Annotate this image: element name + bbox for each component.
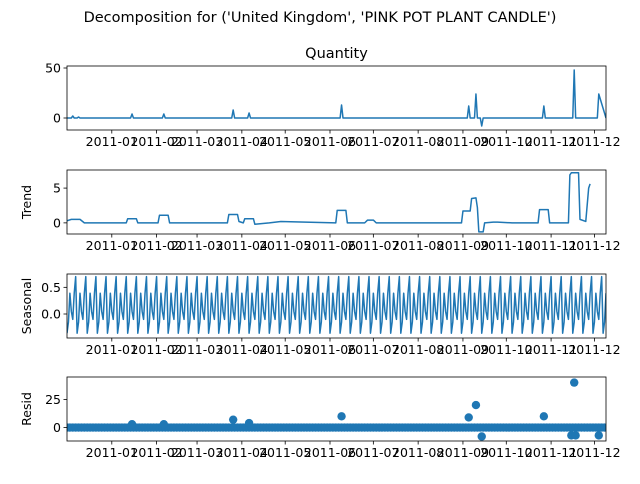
seasonal-ytick-label: 0.5 [41,280,61,295]
resid-point [477,432,486,441]
resid-axes-frame [66,376,607,442]
observed-xtick-label: 2011-02 [130,134,182,149]
seasonal-xtick-label: 2011-12 [568,342,620,357]
panel-seasonal: 0.00.52011-012011-022011-032011-042011-0… [19,273,621,357]
resid-point [464,413,473,422]
observed-xtick-label: 2011-01 [86,134,138,149]
seasonal-xtick-label: 2011-01 [86,342,138,357]
resid-point [127,419,137,429]
resid-point [159,419,169,429]
panel-observed: 0502011-012011-022011-032011-042011-0520… [45,46,620,149]
trend-xtick-label: 2011-05 [259,238,311,253]
trend-xtick-label: 2011-07 [347,238,399,253]
resid-xtick-label: 2011-12 [568,445,620,460]
resid-point [228,415,238,424]
observed-xtick-label: 2011-04 [216,134,268,149]
trend-xtick-label: 2011-01 [86,238,138,253]
seasonal-axes-frame [66,273,607,339]
trend-xtick-label: 2011-12 [568,238,620,253]
seasonal-xtick-label: 2011-02 [130,342,182,357]
observed-series-line [67,69,606,127]
trend-xtick-label: 2011-09 [437,238,489,253]
observed-xtick-label: 2011-12 [568,134,620,149]
trend-xtick-label: 2011-02 [130,238,182,253]
trend-xtick-label: 2011-10 [480,238,532,253]
trend-xtick-label: 2011-11 [525,238,577,253]
resid-point [570,378,579,387]
resid-xtick-label: 2011-05 [259,445,311,460]
seasonal-xtick-label: 2011-03 [171,342,223,357]
observed-panel-title: Quantity [305,46,368,62]
seasonal-ylabel: Seasonal [19,278,34,335]
trend-axes-frame [66,169,607,235]
observed-ytick-label: 0 [53,111,61,126]
seasonal-xtick-label: 2011-09 [437,342,489,357]
observed-xtick-label: 2011-10 [480,134,532,149]
resid-point [600,423,606,432]
resid-xtick-label: 2011-03 [171,445,223,460]
resid-xtick-label: 2011-09 [437,445,489,460]
trend-ytick-label: 5 [53,181,61,196]
resid-xtick-label: 2011-06 [304,445,356,460]
resid-xtick-label: 2011-10 [480,445,532,460]
resid-point [594,431,603,440]
panel-resid: 0252011-012011-022011-032011-042011-0520… [19,376,621,460]
observed-ytick-label: 50 [45,61,61,76]
resid-xtick-label: 2011-11 [525,445,577,460]
trend-ylabel: Trend [19,185,34,220]
resid-xtick-label: 2011-04 [216,445,268,460]
resid-ytick-label: 0 [53,420,61,435]
seasonal-xtick-label: 2011-10 [480,342,532,357]
trend-xtick-label: 2011-04 [216,238,268,253]
resid-xtick-label: 2011-02 [130,445,182,460]
panel-trend: 052011-012011-022011-032011-042011-05201… [19,169,621,253]
resid-point [539,412,549,421]
observed-xtick-label: 2011-08 [392,134,444,149]
resid-ylabel: Resid [19,392,34,426]
seasonal-ytick-label: 0.0 [41,307,61,322]
seasonal-xtick-label: 2011-06 [304,342,356,357]
resid-ytick-label: 25 [45,392,61,407]
resid-point [244,418,254,428]
resid-xtick-label: 2011-08 [392,445,444,460]
observed-xtick-label: 2011-07 [347,134,399,149]
seasonal-xtick-label: 2011-08 [392,342,444,357]
trend-xtick-label: 2011-06 [304,238,356,253]
panels-group: 0502011-012011-022011-032011-042011-0520… [19,46,621,460]
observed-axes-frame [66,65,607,131]
resid-points [67,378,606,441]
resid-point [571,431,580,440]
trend-xtick-label: 2011-08 [392,238,444,253]
observed-xtick-label: 2011-11 [525,134,577,149]
trend-series-line [67,172,591,233]
observed-xtick-label: 2011-05 [259,134,311,149]
seasonal-xtick-label: 2011-11 [525,342,577,357]
observed-xtick-label: 2011-06 [304,134,356,149]
trend-ytick-label: 0 [53,215,61,230]
resid-point [337,412,346,421]
figure-suptitle: Decomposition for ('United Kingdom', 'PI… [84,10,557,26]
observed-xtick-label: 2011-03 [171,134,223,149]
seasonal-xtick-label: 2011-05 [259,342,311,357]
resid-xtick-label: 2011-07 [347,445,399,460]
seasonal-xtick-label: 2011-04 [216,342,268,357]
trend-xtick-label: 2011-03 [171,238,223,253]
seasonal-series-line [67,275,606,334]
resid-xtick-label: 2011-01 [86,445,138,460]
observed-xtick-label: 2011-09 [437,134,489,149]
resid-point [471,400,481,410]
seasonal-xtick-label: 2011-07 [347,342,399,357]
